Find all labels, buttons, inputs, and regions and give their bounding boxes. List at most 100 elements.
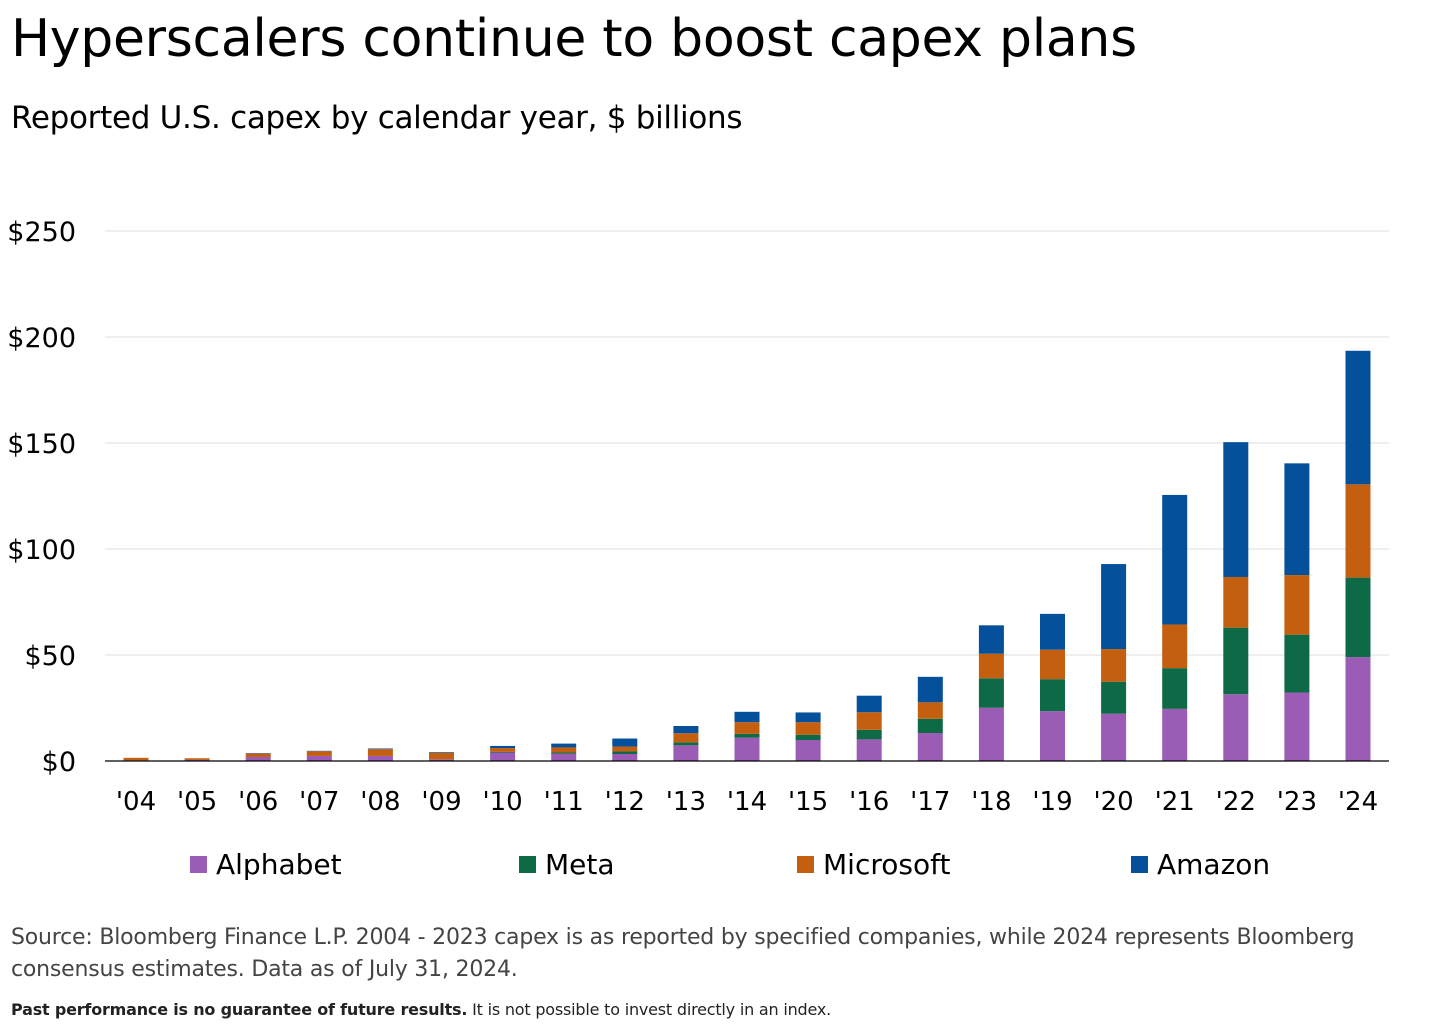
- bar-alphabet-24: [1345, 657, 1371, 761]
- bar-amazon-22: [1223, 442, 1249, 577]
- legend-label-microsoft: Microsoft: [823, 848, 951, 881]
- bar-microsoft-12: [612, 746, 638, 752]
- bar-microsoft-09: [429, 752, 454, 760]
- bar-meta-17: [917, 718, 943, 734]
- bar-microsoft-20: [1101, 649, 1127, 682]
- legend-item-amazon: Amazon: [1131, 848, 1270, 881]
- bar-amazon-23: [1284, 463, 1310, 576]
- bar-microsoft-24: [1345, 484, 1371, 578]
- bar-microsoft-10: [490, 748, 516, 752]
- bar-meta-22: [1223, 627, 1249, 695]
- x-tick-label: '23: [1277, 787, 1317, 817]
- bar-meta-18: [978, 678, 1004, 708]
- bar-microsoft-18: [978, 653, 1004, 679]
- disclaimer-text: It is not possible to invest directly in…: [467, 1000, 831, 1019]
- bar-alphabet-15: [795, 740, 821, 761]
- bar-amazon-09: [429, 752, 454, 753]
- bar-alphabet-18: [978, 707, 1004, 761]
- bar-alphabet-23: [1284, 692, 1310, 761]
- bar-microsoft-22: [1223, 576, 1249, 628]
- bar-microsoft-08: [367, 749, 393, 756]
- bar-alphabet-17: [917, 733, 943, 761]
- x-tick-label: '11: [544, 787, 584, 817]
- x-tick-label: '07: [299, 787, 339, 817]
- bar-amazon-20: [1101, 564, 1127, 650]
- bar-alphabet-06: [245, 756, 271, 761]
- legend-swatch-amazon: [1131, 856, 1148, 873]
- bar-microsoft-05: [184, 758, 210, 760]
- bar-alphabet-22: [1223, 694, 1249, 761]
- bar-microsoft-16: [856, 712, 882, 730]
- x-tick-label: '13: [666, 787, 706, 817]
- bar-amazon-24: [1345, 350, 1371, 485]
- disclaimer-bold: Past performance is no guarantee of futu…: [11, 1000, 468, 1019]
- y-tick-label: $50: [24, 641, 76, 672]
- bar-amazon-08: [367, 748, 393, 750]
- bar-amazon-11: [551, 743, 577, 748]
- x-tick-label: '05: [177, 787, 217, 817]
- bar-microsoft-23: [1284, 575, 1310, 635]
- y-tick-label: $100: [7, 535, 76, 566]
- bar-alphabet-12: [612, 754, 638, 761]
- bar-meta-24: [1345, 577, 1371, 658]
- bar-amazon-16: [856, 695, 882, 713]
- legend-item-microsoft: Microsoft: [797, 848, 950, 881]
- x-tick-label: '17: [910, 787, 950, 817]
- y-axis: $0 $50 $100 $150 $200 $250: [7, 217, 76, 778]
- source-note: Source: Bloomberg Finance L.P. 2004 - 20…: [11, 925, 1355, 982]
- bar-alphabet-21: [1162, 708, 1188, 761]
- bar-alphabet-10: [490, 752, 516, 761]
- x-tick-label: '10: [482, 787, 522, 817]
- bar-meta-15: [795, 734, 821, 741]
- bar-amazon-13: [673, 726, 699, 734]
- bar-amazon-10: [490, 745, 516, 749]
- bar-meta-20: [1101, 681, 1127, 714]
- bar-microsoft-11: [551, 747, 577, 753]
- bar-amazon-17: [917, 676, 943, 703]
- x-tick-label: '09: [421, 787, 461, 817]
- legend-label-alphabet: Alphabet: [216, 848, 342, 881]
- x-tick-label: '18: [971, 787, 1011, 817]
- legend: Alphabet Meta Microsoft Amazon: [0, 848, 1440, 888]
- bar-meta-10: [490, 751, 516, 753]
- x-tick-label: '20: [1093, 787, 1133, 817]
- chart-title: Hyperscalers continue to boost capex pla…: [11, 9, 1137, 69]
- bar-amazon-18: [978, 625, 1004, 654]
- x-tick-label: '14: [727, 787, 767, 817]
- x-tick-label: '04: [116, 787, 156, 817]
- legend-item-meta: Meta: [519, 848, 615, 881]
- bars: [123, 350, 1371, 761]
- x-tick-label: '06: [238, 787, 278, 817]
- x-tick-label: '08: [360, 787, 400, 817]
- x-tick-label: '16: [849, 787, 889, 817]
- x-axis: '04 '05 '06 '07 '08 '09 '10 '11 '12 '13 '14 '15 '16 '…: [105, 760, 1389, 817]
- bar-microsoft-04: [123, 757, 149, 761]
- legend-label-meta: Meta: [545, 848, 615, 881]
- bar-microsoft-07: [306, 751, 332, 756]
- bar-alphabet-11: [551, 753, 577, 761]
- bar-alphabet-07: [306, 755, 332, 761]
- legend-swatch-meta: [519, 856, 536, 873]
- x-tick-label: '24: [1338, 787, 1378, 817]
- y-tick-label: $150: [7, 429, 76, 460]
- gridlines: [105, 230, 1389, 656]
- bar-microsoft-15: [795, 722, 821, 735]
- legend-label-amazon: Amazon: [1157, 848, 1271, 881]
- x-tick-label: '22: [1216, 787, 1256, 817]
- bar-alphabet-08: [367, 755, 393, 761]
- bar-meta-19: [1040, 679, 1065, 712]
- y-tick-label: $250: [7, 217, 76, 248]
- bar-amazon-21: [1162, 494, 1188, 625]
- bar-alphabet-13: [673, 745, 699, 761]
- bar-alphabet-20: [1101, 713, 1127, 761]
- bar-meta-14: [734, 733, 760, 738]
- bar-meta-16: [856, 729, 882, 740]
- bar-meta-21: [1162, 668, 1188, 709]
- x-tick-label: '15: [788, 787, 828, 817]
- bar-microsoft-21: [1162, 624, 1188, 669]
- bar-microsoft-17: [917, 702, 943, 719]
- legend-swatch-alphabet: [190, 856, 207, 873]
- bar-alphabet-14: [734, 737, 760, 761]
- bar-microsoft-13: [673, 733, 699, 743]
- x-tick-label: '19: [1032, 787, 1072, 817]
